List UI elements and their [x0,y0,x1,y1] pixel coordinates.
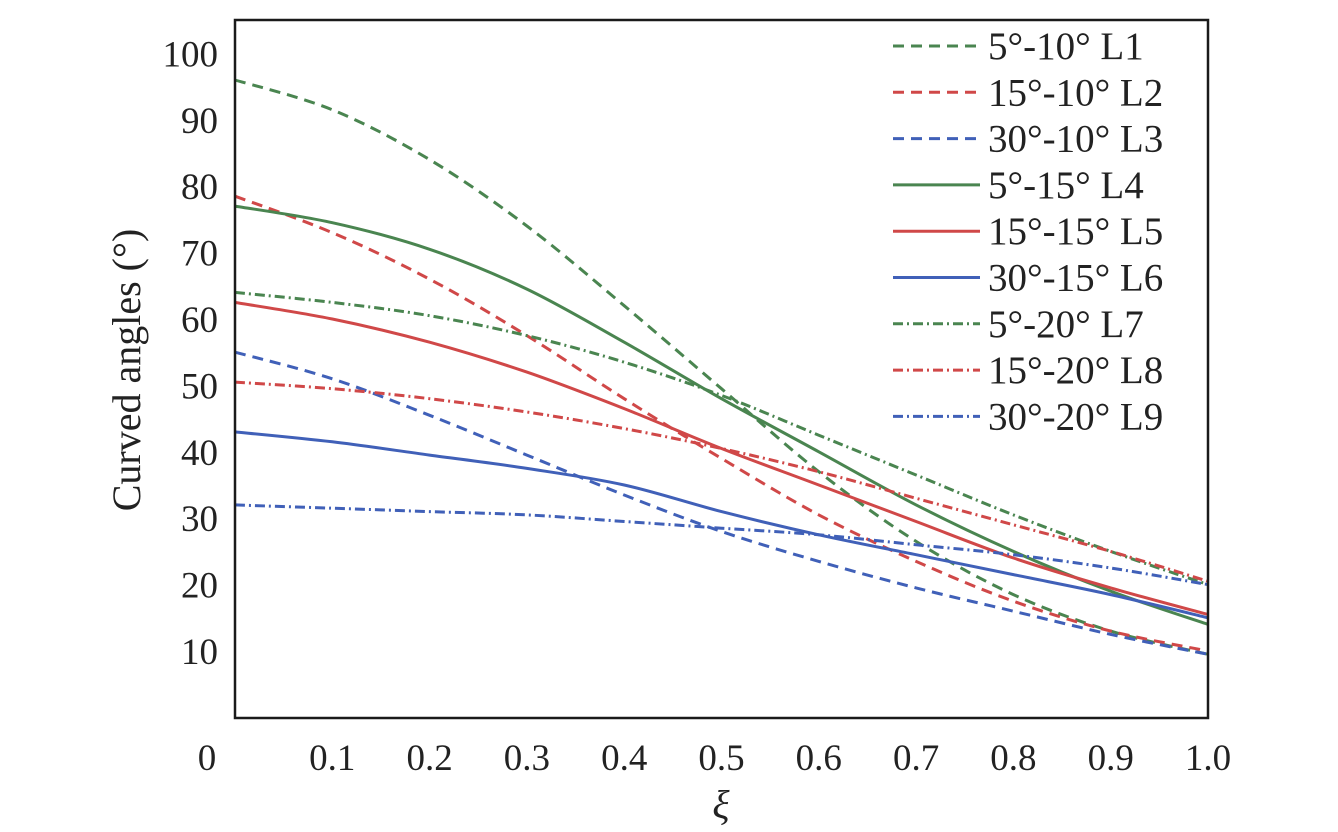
x-tick-label: 0.4 [601,738,647,779]
legend-label-8: 15°-20° L8 [988,349,1163,392]
x-tick-label: 0.3 [504,738,550,779]
x-tick-label: 0.7 [893,738,939,779]
legend-label-2: 15°-10° L2 [988,71,1163,114]
series-line-8 [234,380,1209,583]
series-line-2 [234,194,1209,653]
y-tick-label: 40 [181,433,218,474]
x-tick-label: 0.1 [309,738,355,779]
x-tick-label: 0 [198,738,217,779]
y-tick-label: 100 [163,34,219,75]
plot-area-frame [233,18,1210,720]
y-tick-label: 90 [181,101,218,142]
y-tick-label: 60 [181,300,218,341]
y-tick-label: 20 [181,566,218,607]
legend-label-7: 5°-20° L7 [988,303,1144,346]
y-tick-label: 80 [181,167,218,208]
series-line-1 [234,78,1209,656]
series-line-6 [234,430,1209,620]
series-line-4 [234,204,1209,626]
series-line-3 [234,350,1209,656]
legend-label-3: 30°-10° L3 [988,118,1163,161]
legend-label-6: 30°-15° L6 [988,257,1163,300]
series-line-9 [234,503,1209,587]
x-tick-label: 1.0 [1185,738,1231,779]
x-axis-title: ξ [712,782,730,827]
y-tick-label: 50 [181,366,218,407]
series-line-5 [234,300,1209,616]
x-axis-ticks: 0 0.1 0.2 0.3 0.4 0.5 0.6 0.7 0.8 0.9 1.0 [198,738,1231,779]
y-axis-title: Curved angles (°) [104,229,149,512]
legend-label-9: 30°-20° L9 [988,395,1163,438]
legend-label-4: 5°-15° L4 [988,164,1144,207]
y-tick-label: 10 [181,632,218,673]
x-tick-label: 0.8 [990,738,1036,779]
series-lines [234,78,1209,656]
legend-label-5: 15°-15° L5 [988,210,1163,253]
y-tick-label: 30 [181,499,218,540]
legend-label-1: 5°-10° L1 [988,25,1144,68]
x-tick-label: 0.5 [698,738,744,779]
series-line-7 [234,290,1209,587]
y-tick-label: 70 [181,234,218,275]
x-tick-label: 0.6 [796,738,842,779]
x-tick-label: 0.9 [1088,738,1134,779]
x-tick-label: 0.2 [406,738,452,779]
y-axis-ticks: 10 20 30 40 50 60 70 80 90 100 [163,34,219,673]
